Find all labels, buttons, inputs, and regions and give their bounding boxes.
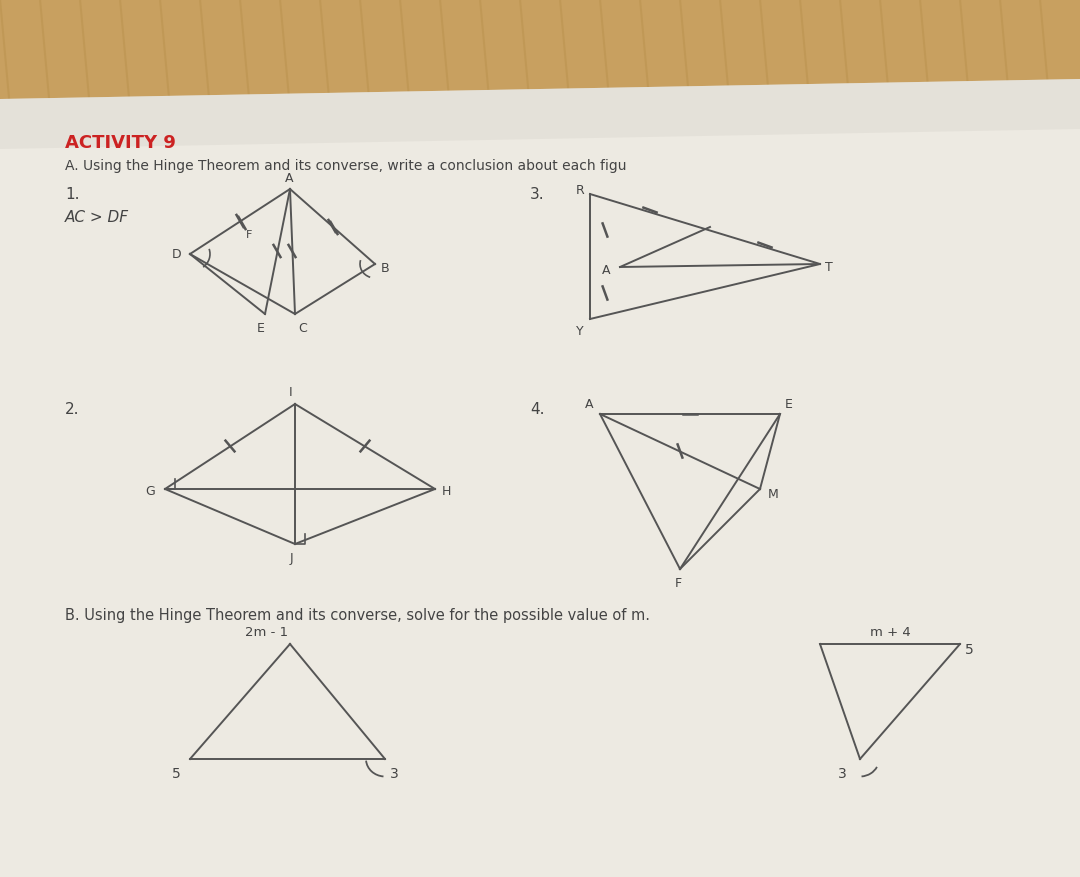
Text: 3: 3 xyxy=(390,766,399,781)
Text: 2m - 1: 2m - 1 xyxy=(245,626,288,638)
Text: ACTIVITY 9: ACTIVITY 9 xyxy=(65,134,176,152)
Text: D: D xyxy=(172,248,181,261)
Text: m + 4: m + 4 xyxy=(870,626,910,638)
Text: H: H xyxy=(442,485,451,498)
Text: M: M xyxy=(768,488,779,501)
Text: A: A xyxy=(585,398,594,411)
Text: 4.: 4. xyxy=(530,402,544,417)
Polygon shape xyxy=(0,80,1080,150)
Text: E: E xyxy=(257,322,265,335)
Text: 3.: 3. xyxy=(530,188,544,203)
Text: C: C xyxy=(298,322,307,335)
Text: A: A xyxy=(285,171,294,184)
Text: F: F xyxy=(246,230,253,239)
Text: Y: Y xyxy=(576,325,583,339)
Text: I: I xyxy=(289,386,293,399)
Text: B. Using the Hinge Theorem and its converse, solve for the possible value of m.: B. Using the Hinge Theorem and its conve… xyxy=(65,607,650,623)
Polygon shape xyxy=(0,80,1080,877)
Text: T: T xyxy=(825,261,833,275)
Text: J: J xyxy=(289,552,293,565)
Text: 2.: 2. xyxy=(65,402,80,417)
Text: A: A xyxy=(602,264,610,277)
Text: AC > DF: AC > DF xyxy=(65,210,129,225)
Text: A. Using the Hinge Theorem and its converse, write a conclusion about each figu: A. Using the Hinge Theorem and its conve… xyxy=(65,159,626,173)
Text: R: R xyxy=(576,183,584,196)
Text: F: F xyxy=(675,577,683,590)
Text: G: G xyxy=(145,485,154,498)
Text: 5: 5 xyxy=(172,766,180,781)
Text: 3: 3 xyxy=(838,766,847,781)
Text: 1.: 1. xyxy=(65,188,80,203)
Text: 5: 5 xyxy=(966,642,974,656)
Text: E: E xyxy=(785,398,793,411)
Text: B: B xyxy=(381,262,390,275)
